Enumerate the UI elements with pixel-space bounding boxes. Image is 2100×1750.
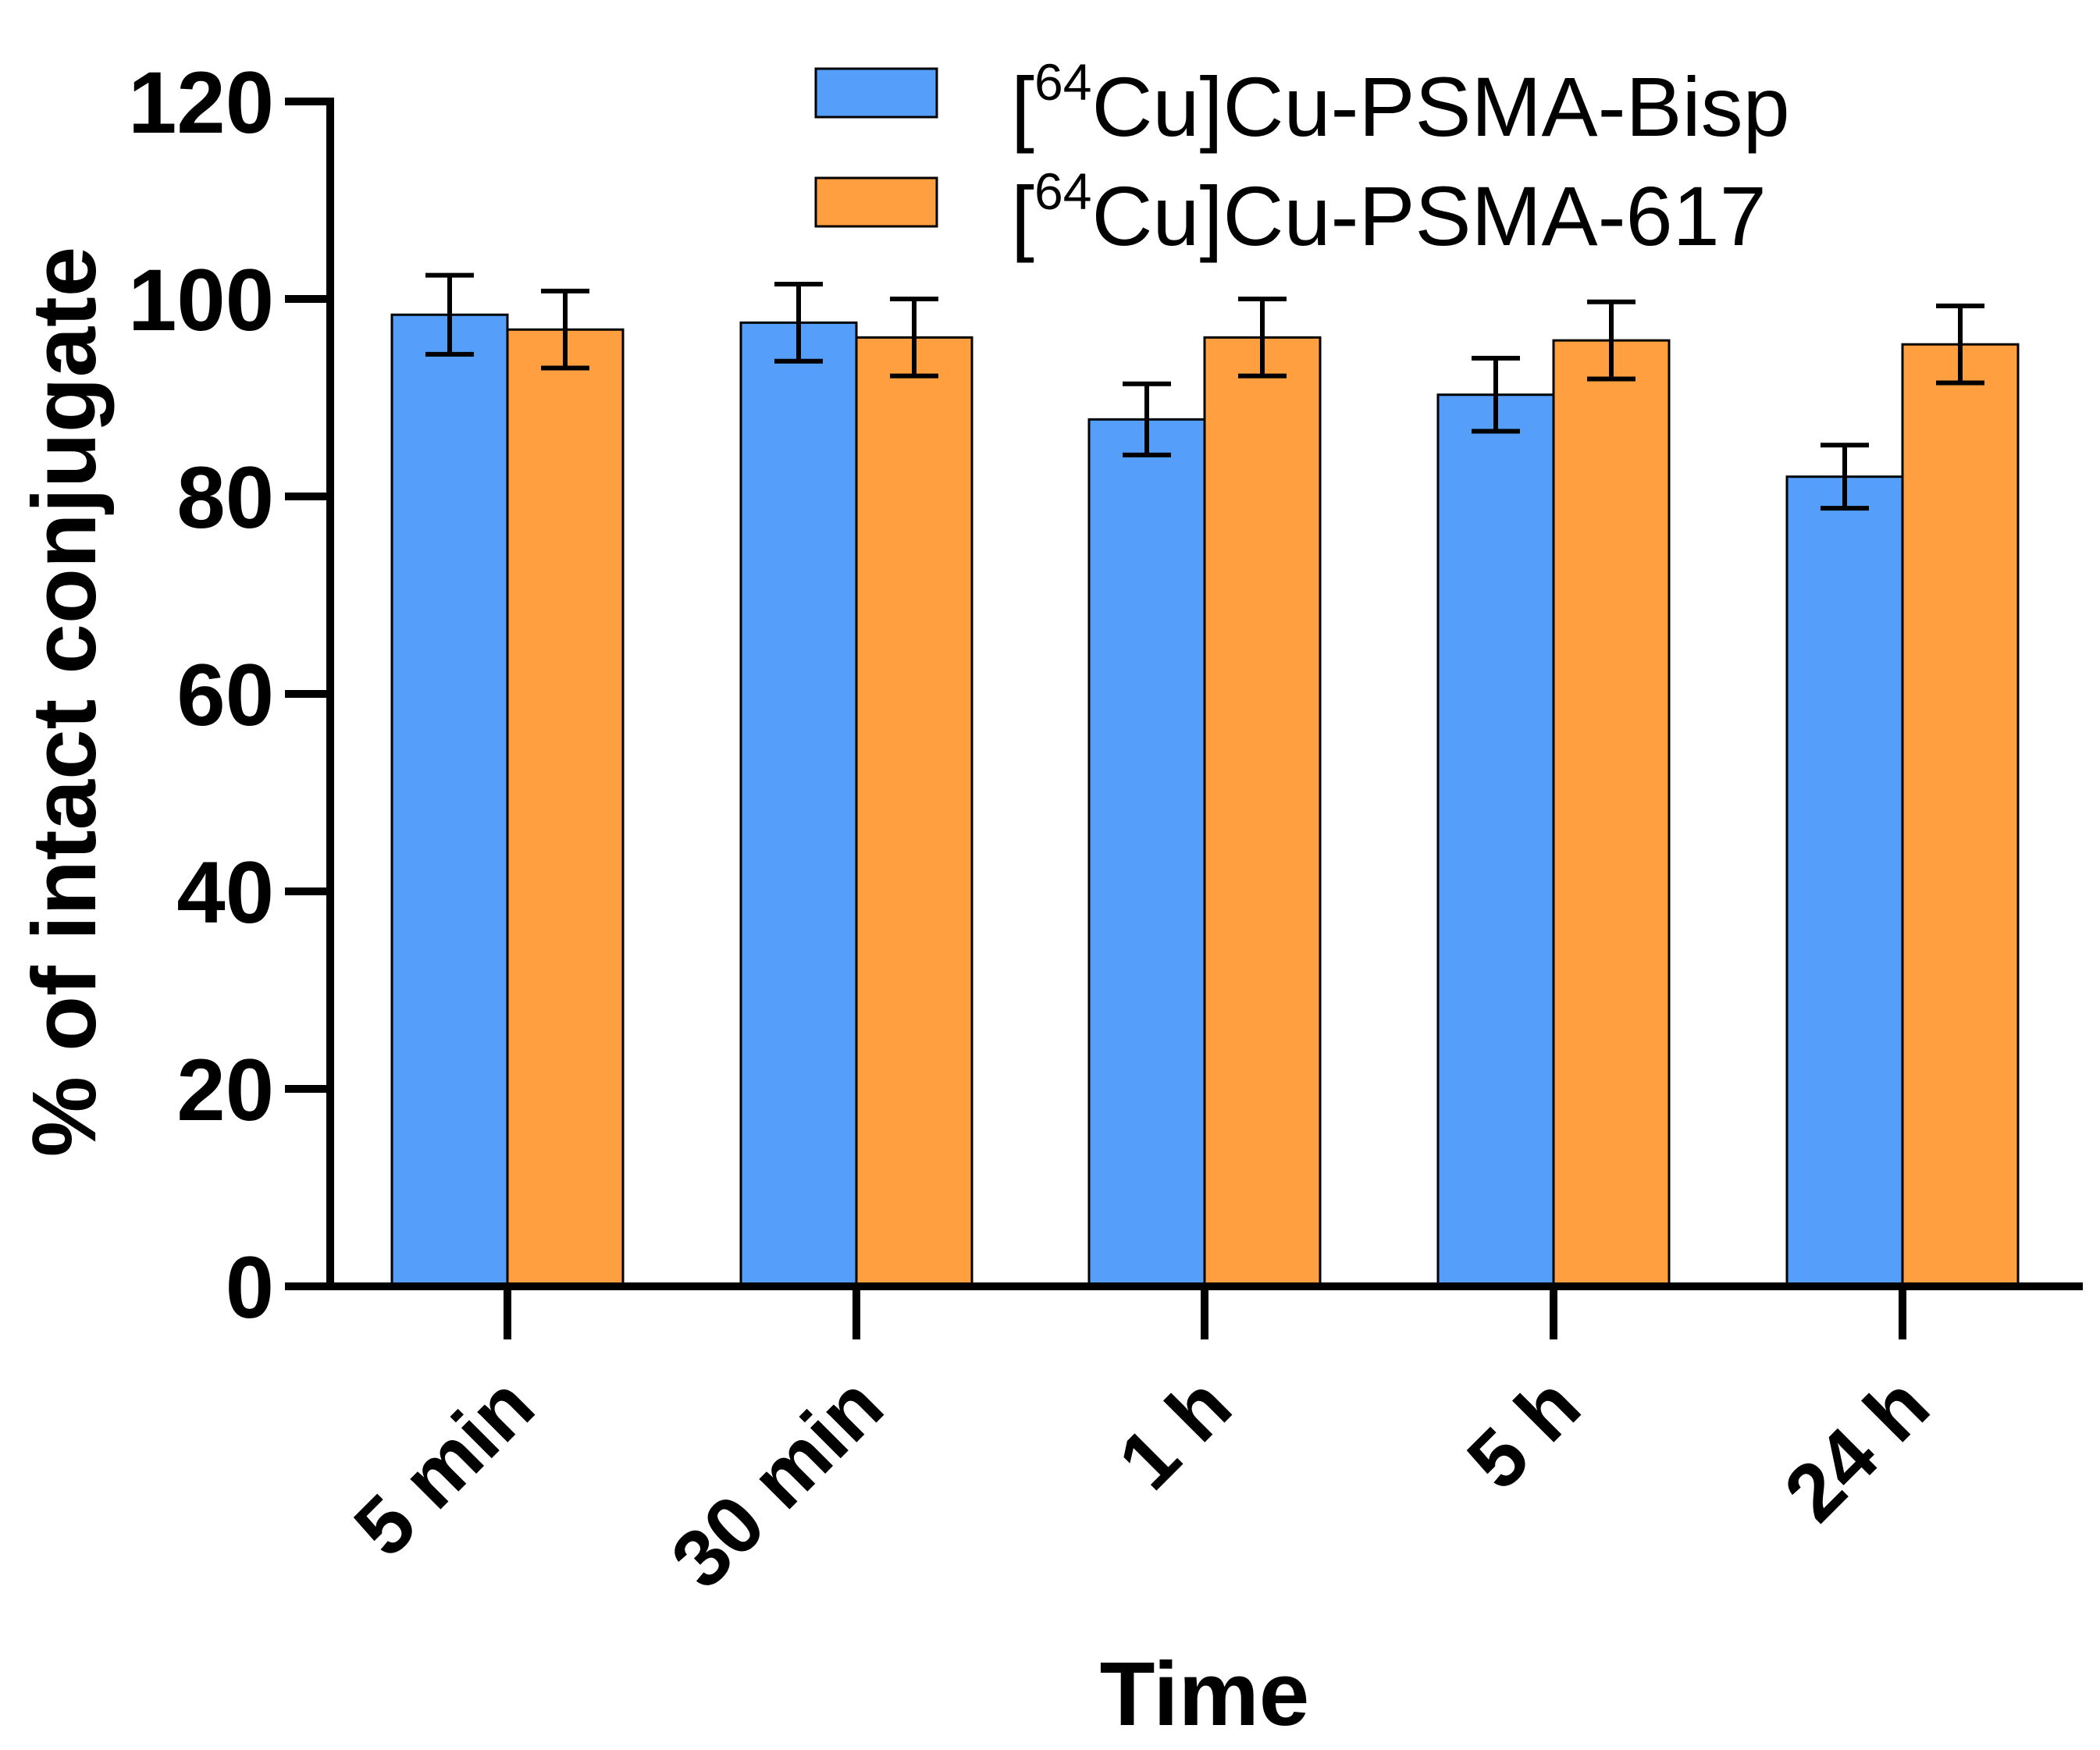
y-tick-label-120: 120 [128, 54, 274, 151]
legend-swatch-bisp [814, 67, 938, 119]
bar-s1-24-h [1901, 343, 2020, 1288]
y-tick-label-40: 40 [176, 844, 274, 941]
x-tick-label-0: 5 min [337, 1360, 551, 1574]
bar-s0-5-h [1436, 393, 1555, 1288]
bar-s0-30-min [739, 321, 858, 1288]
x-tick-label-1: 30 min [654, 1360, 900, 1606]
x-axis-title: Time [1100, 1643, 1310, 1745]
bar-s1-1-h [1203, 336, 1322, 1288]
x-tick-label-3: 5 h [1450, 1360, 1597, 1506]
legend: [64Cu]Cu-PSMA-Bisp [64Cu]Cu-PSMA-617 [814, 53, 1790, 263]
bar-s0-5-min [390, 313, 509, 1288]
bar-s1-30-min [855, 336, 973, 1288]
y-tick-label-80: 80 [176, 449, 274, 546]
y-axis-title: % of intact conjugate [13, 247, 115, 1158]
bar-s1-5-min [506, 328, 625, 1288]
x-tick-label-2: 1 h [1102, 1360, 1248, 1506]
legend-entry-617: [64Cu]Cu-PSMA-617 [814, 162, 1767, 263]
legend-label-617: [64Cu]Cu-PSMA-617 [1011, 162, 1767, 263]
legend-entry-bisp: [64Cu]Cu-PSMA-Bisp [814, 53, 1790, 154]
x-ticks: 5 min 30 min 1 h 5 h 24 h [337, 1286, 1946, 1606]
y-tick-label-20: 20 [176, 1041, 274, 1139]
bar-s1-5-h [1552, 339, 1671, 1288]
legend-swatch-617 [814, 176, 938, 228]
x-tick-label-4: 24 h [1767, 1360, 1946, 1538]
legend-label-bisp: [64Cu]Cu-PSMA-Bisp [1011, 53, 1790, 154]
y-ticks: 0 20 40 60 80 100 120 [128, 54, 330, 1336]
y-tick-label-100: 100 [128, 251, 274, 349]
error-bars-layer [425, 272, 1984, 511]
bars-layer [390, 313, 2020, 1288]
bar-s0-1-h [1087, 418, 1206, 1288]
y-tick-label-0: 0 [226, 1239, 274, 1336]
bar-s0-24-h [1785, 475, 1904, 1288]
y-tick-label-60: 60 [176, 646, 274, 744]
